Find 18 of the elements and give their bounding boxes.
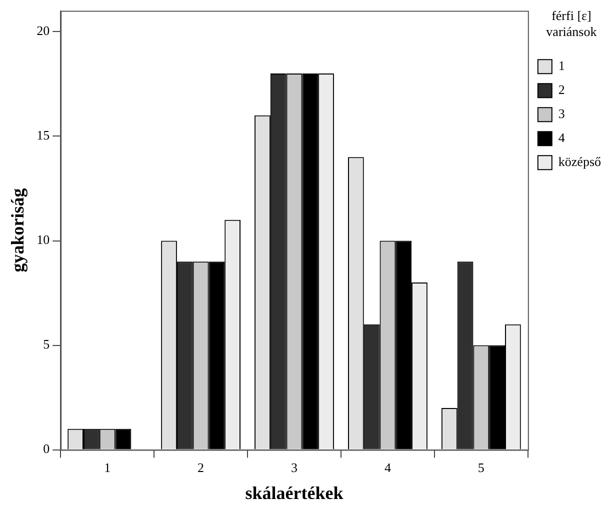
x-tick-label: 4	[384, 460, 392, 476]
y-tick-label: 15	[36, 128, 50, 143]
y-tick-label: 0	[43, 441, 50, 456]
legend-title: férfi [ε] variánsok	[546, 8, 598, 39]
x-axis-title: skálaértékek	[245, 482, 344, 503]
legend-label: 4	[558, 130, 566, 146]
x-tick-label: 1	[104, 460, 111, 476]
legend-label: 1	[558, 58, 565, 74]
y-tick-label: 5	[43, 336, 50, 352]
x-tick-label: 5	[478, 460, 484, 476]
y-axis-title: gyakoriság	[7, 188, 28, 272]
y-tick-label: 20	[36, 23, 50, 38]
legend-label: 3	[558, 106, 565, 122]
legend-label: középső	[558, 154, 602, 170]
y-tick-label: 10	[36, 232, 50, 248]
legend-label: 2	[558, 82, 565, 98]
x-tick-label: 3	[291, 460, 298, 476]
x-tick-label: 2	[198, 460, 204, 476]
